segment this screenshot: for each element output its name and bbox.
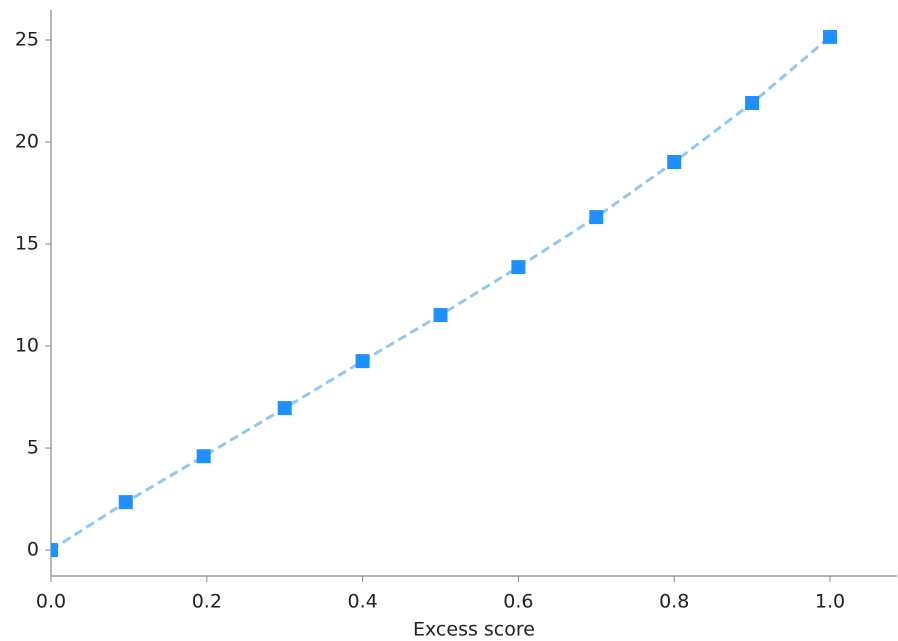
marker (667, 155, 682, 170)
y-tick-label: 0 (27, 539, 39, 561)
marker (511, 260, 526, 275)
x-tick-label: 0.4 (347, 591, 377, 613)
marker (277, 401, 292, 416)
y-tick-label: 10 (15, 335, 39, 357)
marker (196, 449, 211, 464)
y-tick-label: 25 (15, 28, 39, 50)
x-tick-label: 0.8 (659, 591, 689, 613)
marker (823, 29, 838, 44)
x-tick-label: 1.0 (815, 591, 845, 613)
y-tick-label: 15 (15, 233, 39, 255)
x-tick-label: 0.2 (192, 591, 222, 613)
y-tick-label: 20 (15, 131, 39, 153)
marker (118, 495, 133, 510)
x-tick-label: 0.0 (36, 591, 66, 613)
x-tick-label: 0.6 (503, 591, 533, 613)
series-line (51, 35, 831, 552)
marker (589, 210, 604, 225)
marker (433, 308, 448, 323)
marker (355, 354, 370, 369)
marker (745, 96, 760, 111)
y-tick-label: 5 (27, 437, 39, 459)
plot-area (51, 29, 838, 558)
marker (51, 543, 58, 558)
x-axis-label: Excess score (413, 619, 535, 641)
